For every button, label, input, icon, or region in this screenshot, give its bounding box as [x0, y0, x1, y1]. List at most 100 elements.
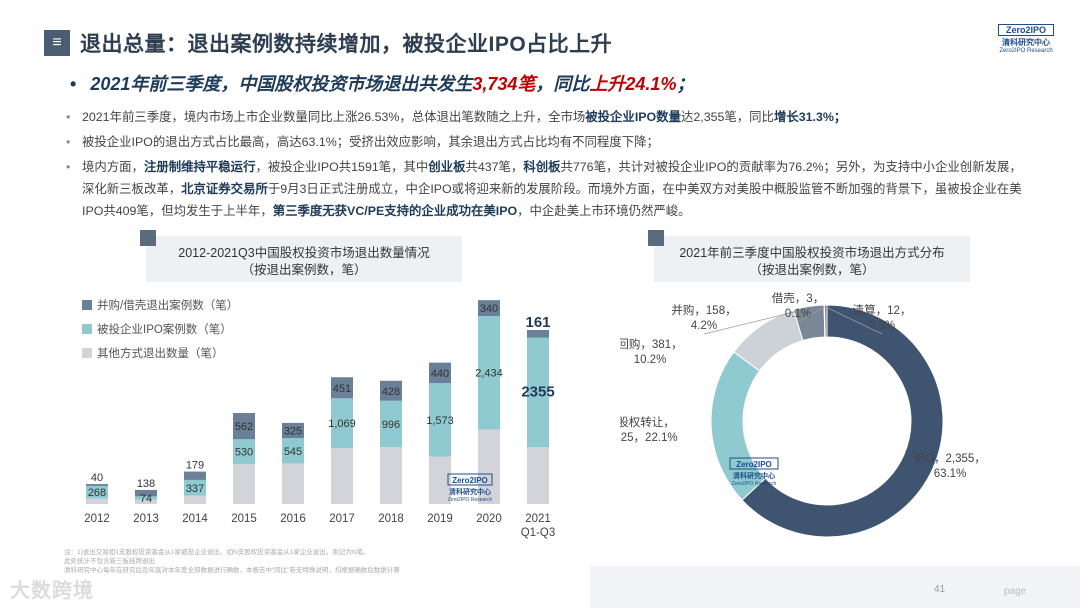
legend-label: 并购/借壳退出案例数（笔） [97, 298, 238, 312]
donut-label-line1: 并购，158， [671, 303, 736, 317]
bar-segment [429, 362, 451, 384]
x-tick-label: 2019 [427, 513, 453, 525]
headline-growth: 上升24.1% [589, 74, 677, 94]
page-number: 41 [934, 584, 946, 595]
logo-en-name: Zero2IPO Research [999, 48, 1053, 54]
bullet-2-text: 被投企业IPO的退出方式占比最高，高达63.1%；受挤出效应影响，其余退出方式占… [82, 135, 659, 149]
bullet-item-3: 境内方面，注册制维持平稳运行，被投企业IPO共1591笔，其中创业板共437笔，… [66, 156, 1026, 222]
bar-value-label-ipo: 268 [88, 487, 106, 499]
bar-segment [282, 438, 304, 464]
x-tick-label: 2021 [525, 513, 551, 525]
bar-chart: 并购/借壳退出案例数（笔） 被投企业IPO案例数（笔） 其他方式退出数量（笔） 26… [82, 298, 556, 539]
headline-bullet: • [70, 74, 77, 94]
bullet-3-text-c: ，被投企业IPO共1591笔，其中 [255, 160, 429, 174]
bar-segment [135, 489, 157, 497]
bar-value-label-ma: 451 [333, 383, 351, 395]
bar-segment [527, 337, 549, 448]
bullet-1-bold-e: ； [833, 110, 847, 124]
bullet-1-text-c: 达2,355笔，同比 [680, 110, 774, 124]
donut-leader-line [797, 306, 825, 323]
logo-wordmark: Zero2IPO [998, 24, 1054, 36]
bullet-item-1: 2021年前三季度，境内市场上市企业数量同比上涨26.53%，总体退出笔数随之上… [66, 106, 1026, 128]
bar-watermark-line1: Zero2IPO [452, 476, 488, 485]
title-bar: ≡ 退出总量：退出案例数持续增加，被投企业IPO占比上升 [44, 28, 612, 58]
bullet-3-text-g: 共776笔，共计对被投企业IPO的贡献率为76.2%；另外，为支持中小企业创新发… [82, 160, 1022, 196]
bar-segment [527, 447, 549, 504]
donut-labels: IPO，2,355， 63.1% 股权转让， 825，22.1% 回购，381， 10.2… [620, 291, 986, 480]
logo: Zero2IPO 清科研究中心 Zero2IPO Research [998, 24, 1054, 54]
donut-label-line2: 0.1% [785, 308, 811, 320]
bar-value-label-ipo: 545 [284, 446, 302, 458]
donut-slice [824, 304, 828, 338]
donut-label-line2: 4.2% [691, 320, 717, 332]
footnote: 注：1)退出交易如1支股权投资基金从1家被投企业退出，如N支股权投资基金从1家企… [64, 548, 604, 575]
donut-label: 借壳，3， 0.1% [772, 291, 824, 320]
legend-swatch [82, 348, 92, 358]
footer-bar [590, 566, 1080, 608]
headline-total: 3,734笔 [472, 74, 536, 94]
menu-icon: ≡ [44, 30, 70, 56]
bar-segment [233, 439, 255, 464]
donut-label: 股权转让， 825，22.1% [620, 415, 678, 444]
page-word: page [1004, 586, 1027, 597]
bar-segment [135, 496, 157, 500]
bar-value-label-ma: 340 [480, 303, 498, 315]
bar-segment [86, 484, 108, 486]
legend-label: 被投企业IPO案例数（笔） [97, 322, 232, 336]
donut-leader-line [825, 306, 883, 335]
donut-label: 回购，381， 10.2% [620, 337, 683, 366]
headline: • 2021年前三季度，中国股权投资市场退出共发生3,734笔，同比上升24.1%… [70, 70, 694, 96]
bar-segment [331, 398, 353, 449]
bar-segment [282, 422, 304, 439]
headline-text-2: ，同比 [535, 74, 590, 94]
donut-label: IPO，2,355， 63.1% [914, 453, 986, 480]
donut-chart: IPO，2,355， 63.1% 股权转让， 825，22.1% 回购，381， 10.2… [620, 291, 986, 538]
bar-chart-title-marker [140, 230, 156, 246]
page-title: 退出总量：退出案例数持续增加，被投企业IPO占比上升 [80, 33, 613, 56]
bar-segment [380, 380, 402, 401]
x-tick-label-line2: Q1-Q3 [521, 527, 556, 539]
headline-text-3: ； [676, 74, 695, 94]
bullet-3-text-a: 境内方面， [82, 160, 144, 174]
bar-segment [233, 413, 255, 440]
donut-watermark-line2: 清科研究中心 [733, 471, 775, 480]
x-tick-label: 2013 [133, 513, 159, 525]
bar-value-label-ma: 440 [431, 368, 449, 380]
bar-segment [380, 400, 402, 448]
donut-watermark-line3: Zero2IPO Research [732, 481, 777, 487]
bar-value-label-ipo: 2355 [521, 383, 554, 400]
x-tick-label: 2014 [182, 513, 208, 525]
bar-segment [135, 499, 157, 504]
donut-label: 并购，158， 4.2% [671, 303, 736, 332]
footnote-line-1: 注：1)退出交易如1支股权投资基金从1家被投企业退出，如N支股权投资基金从1家企… [64, 549, 370, 556]
donut-label-line2: 0.3% [869, 320, 895, 332]
bar-value-label-ipo: 74 [140, 493, 152, 505]
donut-label: 清算，12， 0.3% [853, 303, 912, 332]
donut-label-line1: 清算，12， [853, 303, 912, 317]
donut-slice [741, 304, 944, 538]
bar-chart-title: 2012-2021Q3中国股权投资市场退出数量情况 [178, 246, 430, 260]
bar-value-label-ma: 161 [525, 314, 550, 331]
footnote-line-2: 此处统计不包含新三板挂牌退出 [64, 558, 155, 565]
bar-value-label-ma: 138 [137, 478, 155, 490]
donut-chart-watermark: Zero2IPO 清科研究中心 Zero2IPO Research [729, 457, 779, 487]
bar-segment [86, 485, 108, 499]
bar-segment [233, 463, 255, 504]
x-tick-label: 2016 [280, 513, 306, 525]
bullet-3-bold-d: 创业板 [428, 160, 466, 174]
donut-watermark-line1: Zero2IPO [736, 460, 772, 469]
bullet-item-2: 被投企业IPO的退出方式占比最高，高达63.1%；受挤出效应影响，其余退出方式占… [66, 131, 1026, 153]
bullet-3-text-e: 共437笔， [465, 160, 524, 174]
bar-watermark-line2: 清科研究中心 [449, 487, 491, 496]
bar-value-label-ipo: 1,069 [328, 418, 356, 430]
bar-segment [184, 471, 206, 480]
donut-slices [710, 304, 944, 538]
bar-legend: 并购/借壳退出案例数（笔） 被投企业IPO案例数（笔） 其他方式退出数量（笔） [82, 298, 238, 360]
footnote-line-3: 清科研究中心每年在研究后及年底对本年度全部数据进行确数，本报告中“同比”若无特殊… [64, 567, 400, 574]
bar-chart-subtitle: （按退出案例数，笔） [241, 263, 367, 277]
logo-cn-name: 清科研究中心 [1002, 38, 1050, 47]
bullet-1-bold-d: 增长31.3% [773, 110, 834, 124]
bar-value-label-ipo: 530 [235, 447, 253, 459]
bar-value-label-ipo: 2,434 [475, 368, 503, 380]
bar-value-label-ma: 562 [235, 421, 253, 433]
